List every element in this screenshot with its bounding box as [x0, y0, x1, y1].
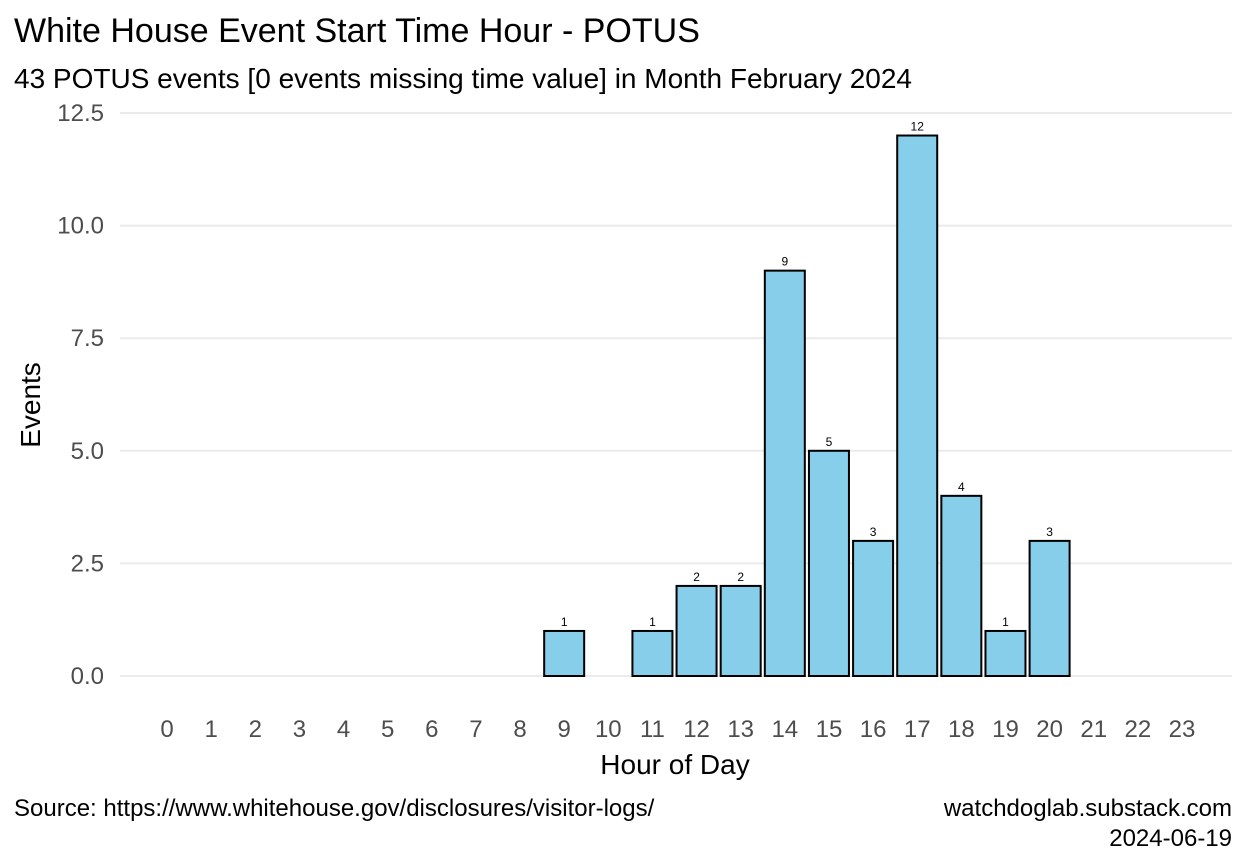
- y-axis-label: Events: [15, 362, 46, 448]
- x-tick-label: 23: [1169, 716, 1196, 743]
- bar-value-label: 1: [649, 615, 656, 629]
- bar-value-label: 2: [693, 570, 700, 584]
- x-tick-labels: 0 1 2 3 4 5 6 7 8 9 10 11 12 13 14 15 16 17 18 19 20 21 22 23: [160, 716, 1195, 743]
- x-tick-label: 12: [683, 716, 710, 743]
- y-tick-label: 5.0: [71, 438, 104, 465]
- x-axis-label: Hour of Day: [600, 749, 749, 780]
- chart-subtitle: 43 POTUS events [0 events missing time v…: [14, 63, 912, 94]
- x-tick-label: 2: [249, 716, 262, 743]
- y-tick-label: 10.0: [57, 213, 104, 240]
- x-tick-label: 19: [992, 716, 1019, 743]
- x-tick-label: 13: [727, 716, 754, 743]
- x-tick-label: 7: [469, 716, 482, 743]
- bar: [1028, 539, 1071, 677]
- bar: [940, 494, 983, 677]
- x-tick-label: 21: [1080, 716, 1107, 743]
- bar-value-label: 1: [561, 615, 568, 629]
- x-tick-label: 9: [557, 716, 570, 743]
- bar-value-label: 4: [958, 480, 965, 494]
- x-tick-label: 20: [1036, 716, 1063, 743]
- x-tick-label: 8: [513, 716, 526, 743]
- x-tick-label: 22: [1125, 716, 1152, 743]
- x-tick-label: 17: [904, 716, 931, 743]
- bar: [631, 629, 674, 678]
- bar-value-label: 3: [870, 525, 877, 539]
- x-tick-label: 5: [381, 716, 394, 743]
- x-tick-label: 11: [640, 716, 665, 743]
- date-caption: 2024-06-19: [1109, 825, 1232, 852]
- y-tick-label: 12.5: [57, 100, 104, 127]
- site-caption: watchdoglab.substack.com: [943, 795, 1232, 822]
- x-tick-label: 3: [293, 716, 306, 743]
- bar-value-label: 5: [826, 435, 833, 449]
- source-caption: Source: https://www.whitehouse.gov/discl…: [14, 795, 655, 822]
- x-tick-label: 16: [860, 716, 887, 743]
- bar-value-label: 1: [1002, 615, 1009, 629]
- y-tick-labels: 0.0 2.5 5.0 7.5 10.0 12.5: [57, 100, 104, 690]
- bar-value-label: 3: [1046, 525, 1053, 539]
- bar-value-label: 9: [781, 255, 788, 269]
- bar: [984, 629, 1027, 678]
- bar-value-label: 12: [911, 120, 925, 134]
- y-tick-label: 7.5: [71, 325, 104, 352]
- bar: [763, 269, 806, 677]
- y-tick-label: 2.5: [71, 550, 104, 577]
- bar: [675, 584, 718, 677]
- x-tick-label: 0: [160, 716, 173, 743]
- x-tick-label: 1: [204, 716, 217, 743]
- bar: [896, 134, 939, 677]
- bars: [543, 134, 1071, 678]
- x-tick-label: 14: [771, 716, 798, 743]
- x-tick-label: 4: [337, 716, 350, 743]
- bar: [807, 449, 850, 677]
- bar: [719, 584, 762, 677]
- chart-title: White House Event Start Time Hour - POTU…: [14, 12, 700, 50]
- x-tick-label: 15: [816, 716, 843, 743]
- x-tick-label: 10: [595, 716, 622, 743]
- bar: [543, 629, 586, 678]
- x-tick-label: 6: [425, 716, 438, 743]
- y-tick-label: 0.0: [71, 663, 104, 690]
- bar: [852, 539, 895, 677]
- x-tick-label: 18: [948, 716, 975, 743]
- bar-value-label: 2: [737, 570, 744, 584]
